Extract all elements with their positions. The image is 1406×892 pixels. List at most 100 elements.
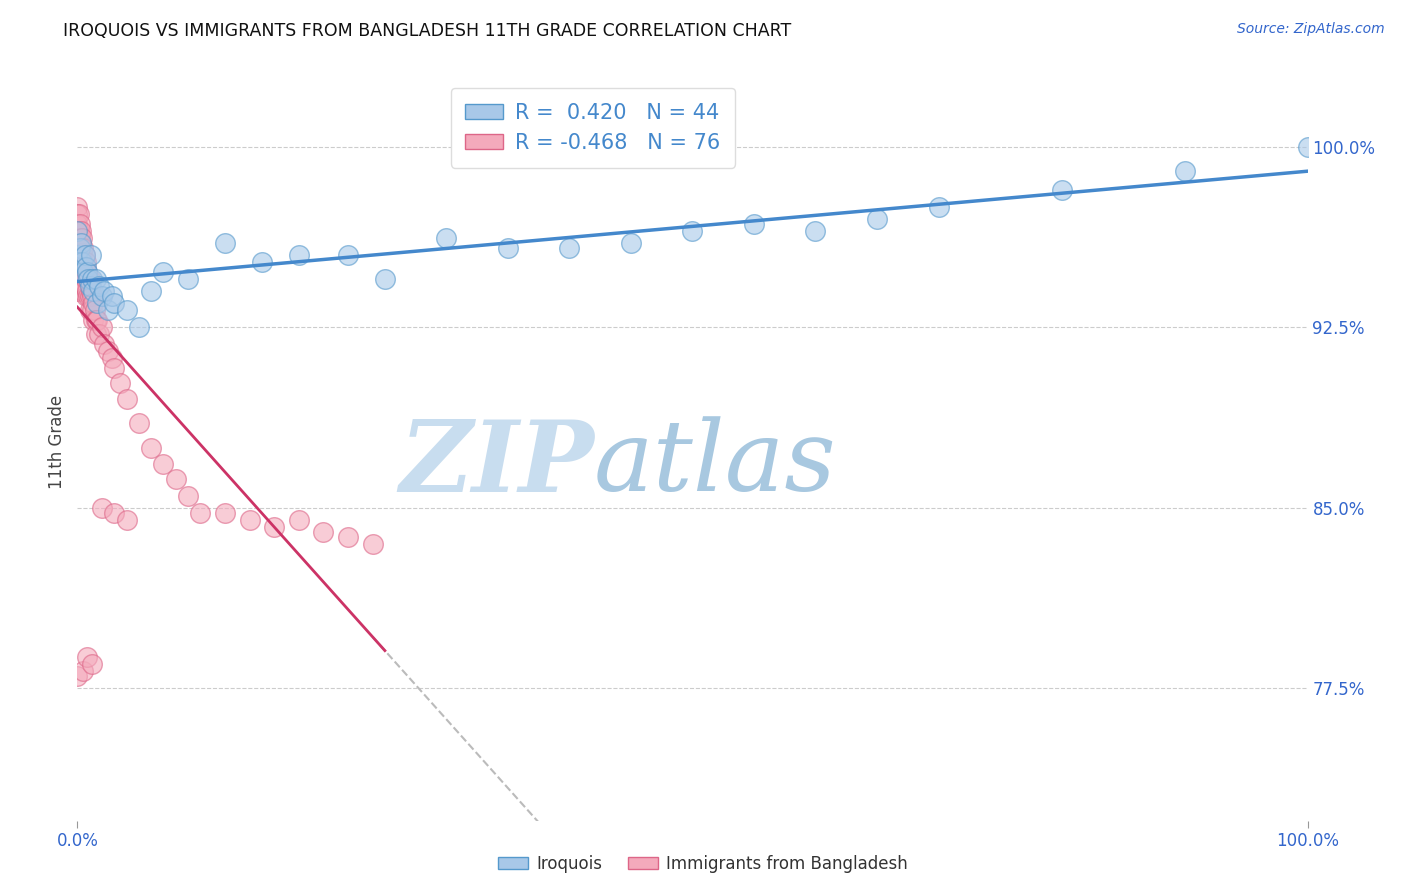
Point bbox=[75, 272, 97, 286]
Point bbox=[66, 248, 89, 262]
Point bbox=[90, 500, 114, 515]
Point bbox=[79, 272, 101, 286]
Point bbox=[79, 279, 101, 293]
Legend: Iroquois, Immigrants from Bangladesh: Iroquois, Immigrants from Bangladesh bbox=[492, 848, 914, 880]
Point bbox=[188, 506, 212, 520]
Point bbox=[66, 241, 89, 255]
Point bbox=[66, 669, 89, 683]
Point bbox=[69, 231, 91, 245]
Point bbox=[82, 657, 104, 672]
Point bbox=[866, 211, 889, 226]
Point bbox=[70, 224, 93, 238]
Text: atlas: atlas bbox=[595, 417, 837, 512]
Point bbox=[70, 235, 93, 250]
Point bbox=[72, 255, 94, 269]
Point bbox=[152, 458, 174, 472]
Point bbox=[73, 265, 96, 279]
Point bbox=[66, 207, 89, 221]
Point bbox=[73, 248, 96, 262]
Point bbox=[239, 513, 262, 527]
Point bbox=[70, 245, 93, 260]
Text: Source: ZipAtlas.com: Source: ZipAtlas.com bbox=[1237, 22, 1385, 37]
Point bbox=[288, 513, 311, 527]
Point bbox=[67, 207, 90, 221]
Point bbox=[214, 235, 236, 250]
Point bbox=[70, 260, 93, 274]
Point bbox=[66, 217, 89, 231]
Point bbox=[101, 289, 124, 303]
Point bbox=[928, 200, 950, 214]
Point bbox=[93, 337, 115, 351]
Point bbox=[263, 520, 285, 534]
Point bbox=[82, 284, 104, 298]
Point bbox=[250, 255, 273, 269]
Point bbox=[558, 241, 581, 255]
Point bbox=[69, 241, 91, 255]
Point bbox=[165, 472, 187, 486]
Point bbox=[496, 241, 519, 255]
Point bbox=[141, 441, 163, 455]
Point bbox=[66, 248, 89, 262]
Point bbox=[152, 265, 174, 279]
Point bbox=[436, 231, 458, 245]
Point bbox=[1296, 139, 1319, 153]
Point bbox=[177, 272, 200, 286]
Point bbox=[128, 320, 150, 334]
Point bbox=[76, 284, 98, 298]
Point bbox=[82, 303, 104, 318]
Point bbox=[70, 255, 93, 269]
Point bbox=[75, 260, 97, 274]
Point bbox=[84, 313, 107, 327]
Point bbox=[361, 537, 384, 551]
Point bbox=[86, 313, 108, 327]
Point bbox=[70, 255, 93, 269]
Point bbox=[66, 224, 89, 238]
Point bbox=[70, 241, 93, 255]
Point bbox=[76, 265, 98, 279]
Point bbox=[1174, 163, 1197, 178]
Point bbox=[66, 231, 89, 245]
Point bbox=[103, 296, 125, 310]
Point bbox=[72, 284, 94, 298]
Point bbox=[620, 235, 643, 250]
Point bbox=[72, 265, 94, 279]
Point bbox=[103, 361, 125, 376]
Point bbox=[128, 417, 150, 431]
Point bbox=[337, 248, 360, 262]
Point bbox=[89, 279, 111, 293]
Point bbox=[77, 272, 100, 286]
Point bbox=[177, 489, 200, 503]
Point bbox=[75, 289, 97, 303]
Text: IROQUOIS VS IMMIGRANTS FROM BANGLADESH 11TH GRADE CORRELATION CHART: IROQUOIS VS IMMIGRANTS FROM BANGLADESH 1… bbox=[63, 22, 792, 40]
Point bbox=[79, 289, 101, 303]
Point bbox=[86, 296, 108, 310]
Point bbox=[66, 272, 89, 286]
Point bbox=[79, 303, 101, 318]
Point bbox=[90, 289, 114, 303]
Point bbox=[97, 344, 120, 359]
Point bbox=[101, 351, 124, 366]
Point bbox=[1050, 183, 1073, 197]
Point bbox=[115, 392, 138, 407]
Point bbox=[374, 272, 396, 286]
Point bbox=[80, 248, 103, 262]
Point bbox=[682, 224, 704, 238]
Point bbox=[67, 224, 90, 238]
Point bbox=[110, 376, 132, 390]
Point bbox=[76, 265, 98, 279]
Point bbox=[288, 248, 311, 262]
Point bbox=[77, 289, 100, 303]
Point bbox=[93, 284, 115, 298]
Point bbox=[804, 224, 827, 238]
Point bbox=[76, 650, 98, 665]
Point bbox=[90, 320, 114, 334]
Point bbox=[70, 231, 93, 245]
Point bbox=[82, 296, 104, 310]
Point bbox=[72, 241, 94, 255]
Point bbox=[69, 241, 91, 255]
Point bbox=[82, 313, 104, 327]
Point bbox=[66, 284, 89, 298]
Y-axis label: 11th Grade: 11th Grade bbox=[48, 394, 66, 489]
Point bbox=[82, 272, 104, 286]
Point bbox=[66, 224, 89, 238]
